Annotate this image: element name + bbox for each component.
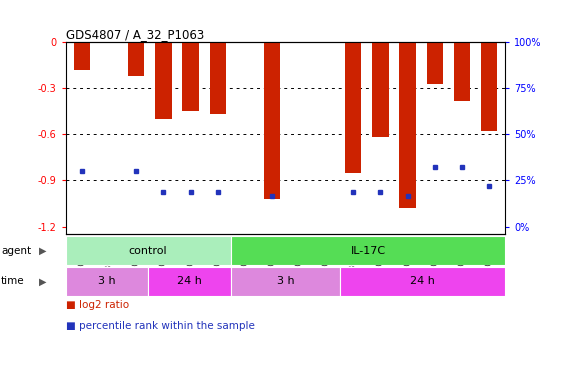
Text: ■ log2 ratio: ■ log2 ratio [66,300,129,310]
Bar [74,42,90,70]
Bar [372,42,389,137]
Bar [128,42,144,76]
Bar [427,42,443,84]
Text: ▶: ▶ [39,276,46,286]
Bar [148,267,231,296]
Bar [182,42,199,111]
Text: 24 h: 24 h [177,276,202,286]
Text: ▶: ▶ [39,245,46,256]
Text: 24 h: 24 h [411,276,435,286]
Bar [66,267,148,296]
Text: time: time [1,276,25,286]
Text: agent: agent [1,245,31,256]
Bar [231,267,340,296]
Text: ■ percentile rank within the sample: ■ percentile rank within the sample [66,321,255,331]
Text: 3 h: 3 h [277,276,294,286]
Bar [66,236,231,265]
Bar [155,42,171,119]
Bar [481,42,497,131]
Text: 3 h: 3 h [98,276,116,286]
Bar [454,42,470,101]
Bar [231,236,505,265]
Bar [210,42,226,114]
Bar [340,267,505,296]
Bar [345,42,361,173]
Text: IL-17C: IL-17C [351,245,385,256]
Text: control: control [129,245,167,256]
Bar [400,42,416,208]
Bar [264,42,280,199]
Text: GDS4807 / A_32_P1063: GDS4807 / A_32_P1063 [66,28,204,41]
